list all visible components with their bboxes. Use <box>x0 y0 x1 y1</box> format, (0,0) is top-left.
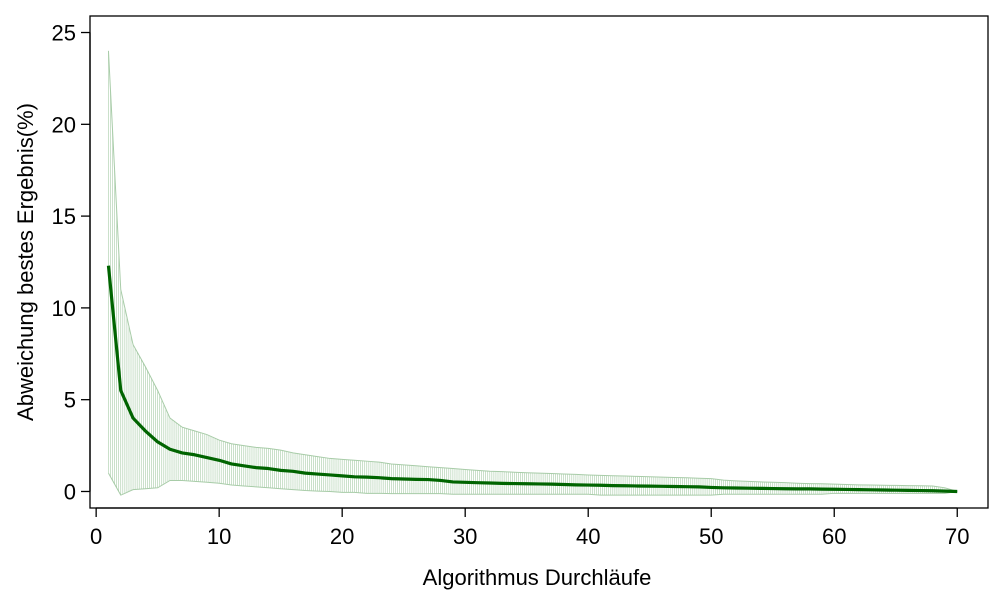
y-tick-label: 15 <box>52 204 76 229</box>
band-lower-edge <box>108 472 958 496</box>
series-layer <box>106 265 958 494</box>
y-tick-label: 5 <box>64 388 76 413</box>
y-axis-title: Abweichung bestes Ergebnis(%) <box>13 103 38 421</box>
x-tick-label: 50 <box>699 524 723 549</box>
band-upper-edge <box>107 50 958 492</box>
x-axis-title: Algorithmus Durchläufe <box>423 565 652 590</box>
y-axis: 0 5 10 15 20 25 <box>52 21 91 504</box>
error-band <box>107 50 958 496</box>
plot-frame <box>89 15 989 509</box>
x-tick-label: 40 <box>576 524 600 549</box>
series-line <box>106 265 958 494</box>
y-tick-label: 20 <box>52 112 76 137</box>
x-tick-label: 0 <box>90 524 102 549</box>
y-tick-label: 10 <box>52 296 76 321</box>
x-tick-label: 20 <box>330 524 354 549</box>
x-tick-label: 70 <box>945 524 969 549</box>
y-tick-label: 0 <box>64 479 76 504</box>
x-tick-label: 30 <box>453 524 477 549</box>
y-tick-label: 25 <box>52 21 76 46</box>
x-axis: 0 10 20 30 40 50 60 70 <box>90 507 969 549</box>
x-tick-label: 10 <box>207 524 231 549</box>
x-tick-label: 60 <box>822 524 846 549</box>
